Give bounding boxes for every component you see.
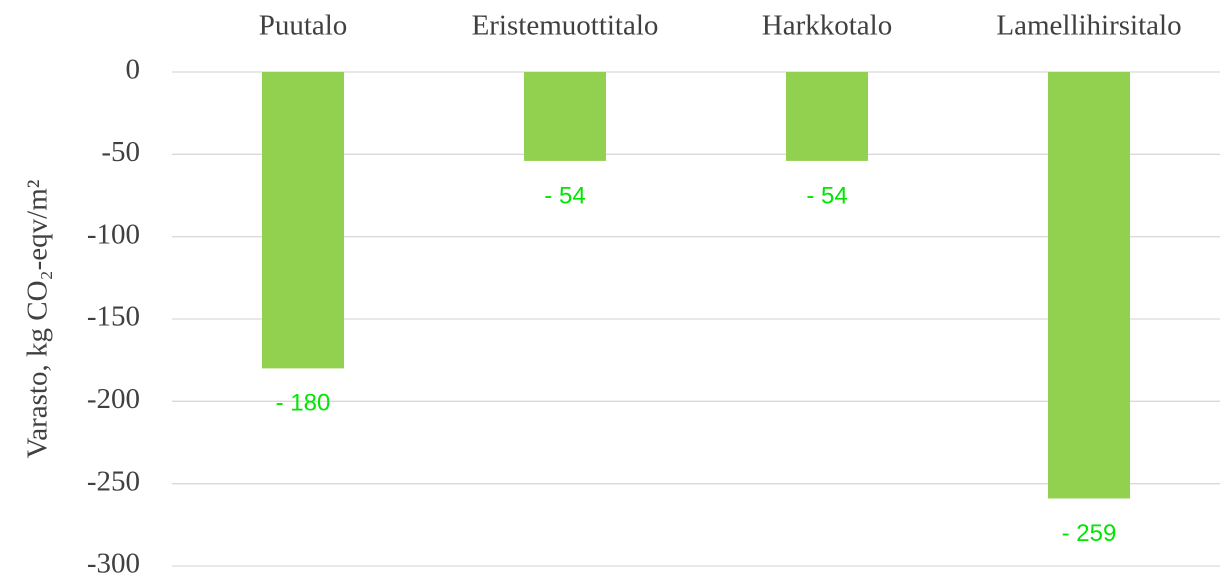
value-label: - 54 [806,182,847,209]
x-tick-label: Harkkotalo [762,10,892,42]
bar [1048,72,1130,499]
y-tick-label: -150 [87,301,140,333]
y-tick-label: -100 [87,218,140,250]
bar [262,72,344,369]
y-tick-label: 0 [126,54,141,86]
value-label: - 54 [544,182,585,209]
x-tick-label: Lamellihirsitalo [996,10,1181,42]
x-tick-label: Eristemuottitalo [472,10,659,42]
y-tick-label: -300 [87,548,140,578]
y-axis-label: Varasto, kg CO₂-eqv/m² [22,179,54,458]
y-tick-label: -200 [87,383,140,415]
x-tick-label: Puutalo [259,10,348,42]
value-label: - 259 [1062,520,1117,547]
bar [524,72,606,161]
y-tick-label: -250 [87,465,140,497]
bar [786,72,868,161]
y-tick-label: -50 [101,136,140,168]
value-label: - 180 [276,390,331,417]
